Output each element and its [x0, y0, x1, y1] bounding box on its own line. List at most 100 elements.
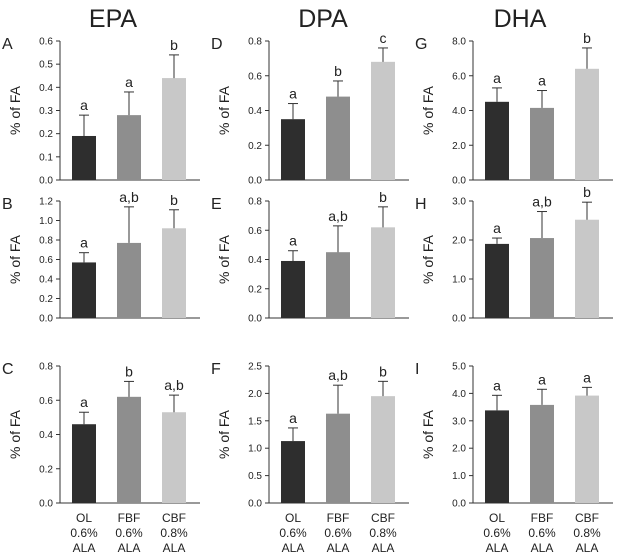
y-tick-label: 0.2 — [248, 141, 262, 152]
significance-label: b — [334, 63, 342, 79]
x-tick-label: 0.6% — [483, 526, 511, 540]
bar — [485, 410, 509, 503]
x-tick-label: FBF — [118, 511, 141, 525]
bar — [281, 441, 305, 503]
y-tick-label: 0.3 — [39, 106, 53, 117]
significance-label: a — [80, 97, 88, 113]
x-tick-label: CBF — [575, 511, 599, 525]
y-tick-label: 0.4 — [39, 83, 53, 94]
y-tick-label: 0.4 — [39, 430, 53, 441]
panel-a: A % of FA 0.0 0.1 0.2 0.3 0.4 0.5 0.6 a a b — [2, 36, 200, 187]
bar — [117, 242, 141, 318]
y-tick-label: 0.6 — [39, 37, 53, 48]
y-tick-label: 0.2 — [39, 129, 53, 140]
panel-letter: A — [2, 36, 13, 53]
significance-label: a,b — [328, 208, 348, 224]
x-tick-label: FBF — [327, 511, 350, 525]
y-tick-label: 0.6 — [248, 71, 262, 82]
x-tick-label: ALA — [282, 541, 305, 555]
bar — [371, 61, 395, 180]
panel-letter: E — [211, 196, 222, 213]
y-tick-label: 3.0 — [452, 197, 466, 208]
y-tick-label: 0.0 — [452, 314, 466, 325]
x-tick-label: OL — [489, 511, 505, 525]
x-tick-label: ALA — [531, 541, 554, 555]
y-axis-label: % of FA — [7, 409, 23, 459]
y-tick-label: 2.0 — [248, 389, 262, 400]
bar — [117, 115, 141, 180]
y-tick-label: 2.0 — [452, 236, 466, 247]
x-tick-label: CBF — [162, 511, 186, 525]
significance-label: a,b — [328, 367, 348, 383]
significance-label: b — [170, 192, 178, 208]
y-tick-label: 4.0 — [452, 389, 466, 400]
y-tick-label: 0.0 — [248, 499, 262, 510]
y-axis-label: % of FA — [420, 409, 436, 459]
x-tick-label: 0.8% — [369, 526, 397, 540]
y-tick-label: 0.2 — [39, 464, 53, 475]
x-tick-label: 0.6% — [279, 526, 307, 540]
panel-f: F % of FA 0.0 0.5 1.0 1.5 2.0 2.5 a a,b b — [211, 361, 409, 510]
significance-label: a — [289, 86, 297, 102]
y-tick-label: 6.0 — [452, 71, 466, 82]
y-axis-label: % of FA — [7, 85, 23, 135]
bar — [117, 396, 141, 503]
y-tick-label: 0.8 — [39, 362, 53, 373]
x-tick-label: 0.6% — [115, 526, 143, 540]
y-tick-label: 1.0 — [452, 275, 466, 286]
bar — [485, 101, 509, 180]
significance-label: a — [493, 70, 501, 86]
significance-label: b — [583, 184, 591, 200]
y-tick-label: 0.0 — [452, 499, 466, 510]
y-tick-label: 0.6 — [39, 255, 53, 266]
x-tick-label: ALA — [118, 541, 141, 555]
y-tick-label: 0.1 — [39, 152, 53, 163]
significance-label: b — [125, 363, 133, 379]
y-tick-label: 0.6 — [39, 396, 53, 407]
y-tick-label: 0.4 — [39, 275, 53, 286]
y-tick-label: 1.5 — [248, 416, 262, 427]
y-tick-label: 1.2 — [39, 197, 53, 208]
panel-letter: I — [415, 361, 419, 378]
y-tick-label: 0.4 — [248, 106, 262, 117]
column-header: DPA — [298, 5, 348, 33]
panel-d: D % of FA 0.0 0.2 0.4 0.6 0.8 a b c — [211, 30, 409, 187]
y-tick-label: 0.8 — [248, 37, 262, 48]
significance-label: a — [80, 394, 88, 410]
bar — [575, 395, 599, 503]
bar — [530, 404, 554, 503]
bar — [575, 219, 599, 318]
bar — [326, 252, 350, 318]
bar — [281, 119, 305, 180]
y-axis-label: % of FA — [420, 85, 436, 135]
x-tick-label: ALA — [73, 541, 96, 555]
y-tick-label: 0.5 — [248, 471, 262, 482]
y-axis-label: % of FA — [420, 234, 436, 284]
y-tick-label: 0.8 — [39, 236, 53, 247]
bar — [162, 78, 186, 180]
x-tick-label: 0.6% — [70, 526, 98, 540]
bar — [371, 396, 395, 503]
y-tick-label: 2.5 — [248, 362, 262, 373]
bar — [530, 107, 554, 180]
x-tick-label: ALA — [163, 541, 186, 555]
panel-c: C % of FA 0.0 0.2 0.4 0.6 0.8 a b a,b — [2, 361, 200, 510]
x-tick-label: ALA — [486, 541, 509, 555]
bar — [281, 260, 305, 318]
y-tick-label: 1.0 — [39, 216, 53, 227]
significance-label: a — [125, 74, 133, 90]
panel-letter: F — [211, 361, 221, 378]
x-tick-label: ALA — [372, 541, 395, 555]
bar — [72, 262, 96, 318]
panel-g: G % of FA 0.0 2.0 4.0 6.0 8.0 a a b — [415, 30, 613, 187]
panel-letter: H — [415, 196, 427, 213]
y-tick-label: 3.0 — [452, 416, 466, 427]
significance-label: a — [538, 73, 546, 89]
bar — [326, 96, 350, 180]
significance-label: a — [289, 233, 297, 249]
y-tick-label: 8.0 — [452, 37, 466, 48]
y-tick-label: 4.0 — [452, 106, 466, 117]
y-tick-label: 2.0 — [452, 141, 466, 152]
y-axis-label: % of FA — [216, 409, 232, 459]
y-tick-label: 0.6 — [248, 226, 262, 237]
